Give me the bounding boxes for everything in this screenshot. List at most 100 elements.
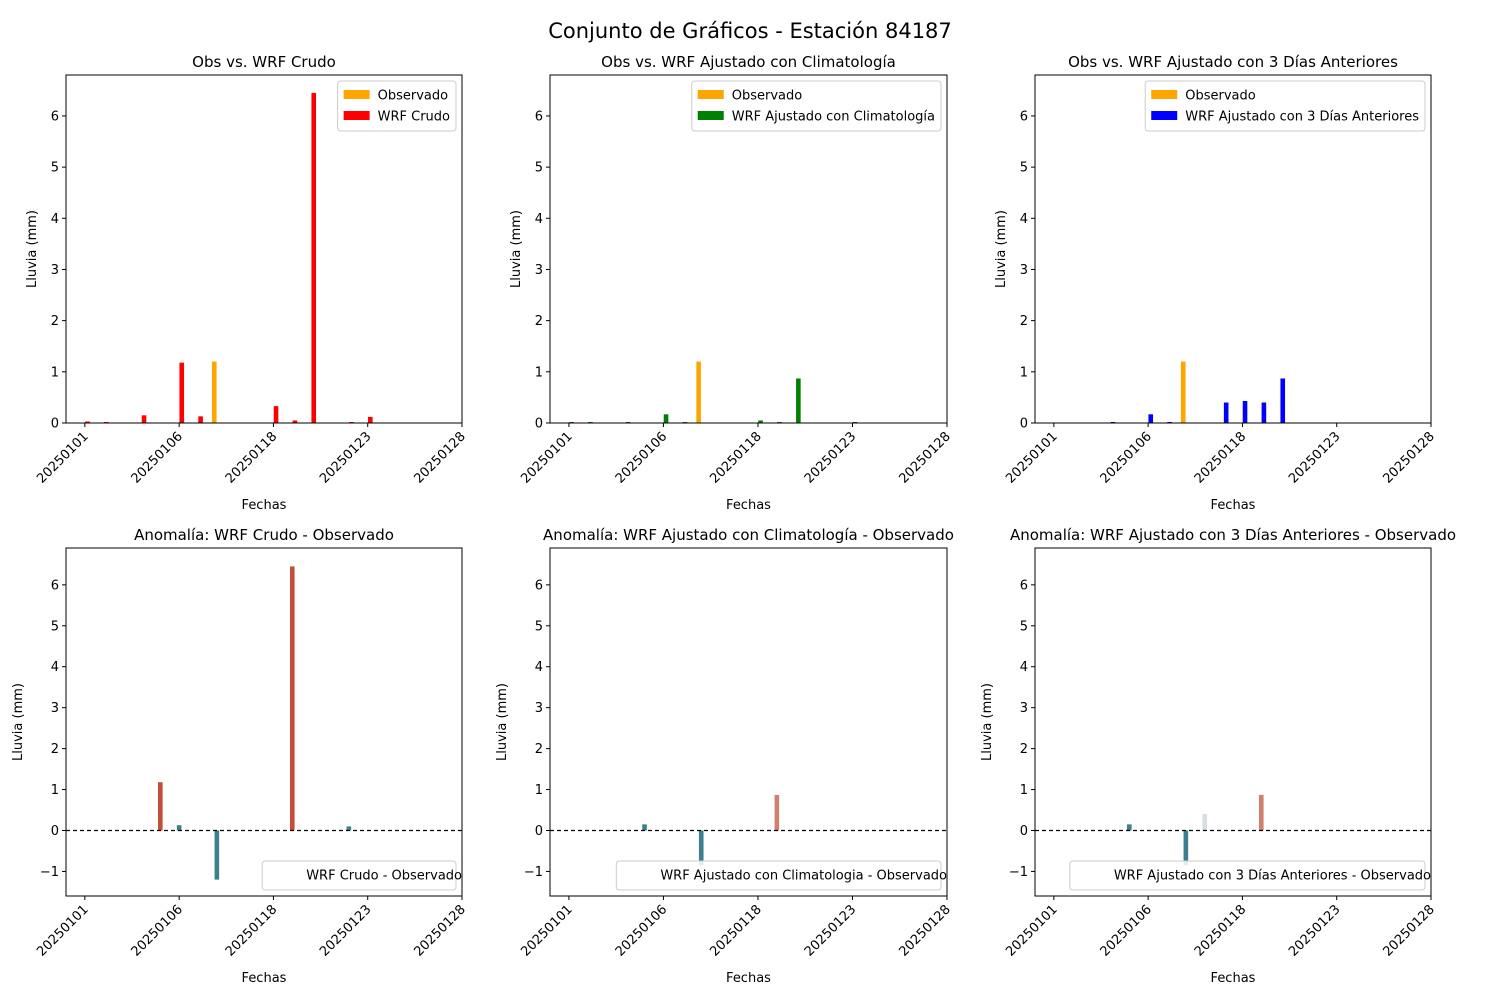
legend-swatch (697, 90, 724, 99)
bar (1126, 824, 1132, 831)
bar (774, 794, 780, 831)
bar (758, 420, 763, 423)
panel-title: Obs vs. WRF Crudo (192, 53, 336, 71)
x-axis-label: Fechas (1211, 971, 1256, 986)
y-tick-label: 6 (535, 578, 543, 593)
legend-swatch (1151, 111, 1178, 120)
y-tick-label: 6 (535, 109, 543, 124)
legend-box (691, 80, 942, 132)
bar (349, 421, 354, 423)
y-tick-label: −1 (524, 865, 543, 880)
bar (1242, 400, 1248, 423)
bar (698, 830, 704, 866)
y-tick-label: −1 (40, 865, 59, 880)
y-tick-label: 5 (1020, 161, 1028, 176)
y-tick-label: 6 (51, 109, 59, 124)
x-axis-label: Fechas (1211, 498, 1256, 513)
bar (682, 421, 688, 423)
legend: Observado WRF Ajustado con Climatología (691, 80, 942, 132)
plot-frame (1034, 74, 1432, 424)
legend-swatch (343, 90, 370, 99)
y-tick-label: 2 (535, 742, 543, 757)
y-tick-label: 3 (1020, 263, 1028, 278)
bar (176, 825, 182, 831)
y-tick-label: 0 (535, 824, 543, 839)
bar (852, 421, 858, 423)
legend-label: WRF Crudo (378, 110, 450, 125)
y-tick-label: 2 (51, 314, 59, 329)
bar (104, 421, 109, 423)
y-tick-label: 4 (51, 660, 59, 675)
plot-frame (65, 74, 463, 424)
y-tick-label: 2 (535, 314, 543, 329)
y-tick-label: 6 (51, 578, 59, 593)
bar (141, 415, 147, 423)
legend-box (1069, 860, 1426, 891)
legend: WRF Ajustado con Climatologia - Observad… (615, 860, 947, 891)
y-tick-label: 1 (51, 783, 59, 798)
y-tick-label: 5 (1020, 619, 1028, 634)
y-tick-label: 3 (535, 263, 543, 278)
y-tick-label: 1 (51, 365, 59, 380)
y-axis-label: Lluvia (mm) (509, 210, 524, 288)
y-tick-label: 5 (535, 161, 543, 176)
x-axis-label: Fechas (726, 498, 771, 513)
plot-frame (549, 547, 948, 897)
y-tick-label: 1 (535, 783, 543, 798)
y-tick-label: 0 (1020, 417, 1028, 432)
plot-frame (549, 74, 948, 424)
y-tick-label: 3 (535, 701, 543, 716)
bar (1202, 814, 1208, 831)
panel-title: Anomalía: WRF Crudo - Observado (134, 526, 394, 544)
bar (179, 362, 185, 423)
y-axis-label: Lluvia (mm) (495, 683, 510, 761)
plot-frame (1034, 547, 1432, 897)
bar (289, 566, 295, 831)
bar (85, 421, 90, 423)
panel-title: Obs vs. WRF Ajustado con 3 Días Anterior… (1068, 53, 1398, 71)
bar (663, 414, 669, 423)
bar (569, 421, 574, 423)
y-tick-label: 1 (1020, 365, 1028, 380)
bar (292, 420, 298, 423)
panel-title: Anomalía: WRF Ajustado con Climatología … (543, 526, 954, 544)
bar (1261, 402, 1267, 423)
bar (198, 416, 203, 423)
bar (1167, 421, 1172, 423)
bar (1223, 402, 1229, 423)
legend-box (1144, 80, 1426, 132)
y-axis-label: Lluvia (mm) (994, 210, 1009, 288)
bar (796, 378, 801, 423)
y-tick-label: 4 (535, 212, 543, 227)
legend-label: Observado (378, 89, 449, 104)
bar (777, 421, 782, 423)
legend-box (261, 860, 457, 891)
y-tick-label: 2 (1020, 742, 1028, 757)
y-tick-label: 3 (1020, 701, 1028, 716)
y-tick-label: 4 (1020, 660, 1028, 675)
bar (1280, 378, 1286, 423)
y-tick-label: 0 (51, 417, 59, 432)
bar (311, 92, 317, 423)
bar (1258, 794, 1264, 831)
y-tick-label: 1 (535, 365, 543, 380)
y-tick-label: 4 (51, 212, 59, 227)
x-axis-label: Fechas (726, 971, 771, 986)
legend-label: WRF Ajustado con Climatologia - Observad… (660, 869, 947, 884)
x-axis-label: Fechas (242, 498, 287, 513)
y-tick-label: 0 (1020, 824, 1028, 839)
y-tick-label: 4 (535, 660, 543, 675)
y-axis-label: Lluvia (mm) (980, 683, 995, 761)
y-tick-label: 0 (51, 824, 59, 839)
bar (1110, 421, 1116, 423)
y-tick-label: −1 (1009, 865, 1028, 880)
y-tick-label: 5 (51, 619, 59, 634)
y-tick-label: 6 (1020, 578, 1028, 593)
plot-frame (65, 547, 463, 897)
bar (1183, 830, 1189, 866)
x-axis-label: Fechas (242, 971, 287, 986)
y-tick-label: 0 (535, 417, 543, 432)
legend-swatch (697, 111, 724, 120)
